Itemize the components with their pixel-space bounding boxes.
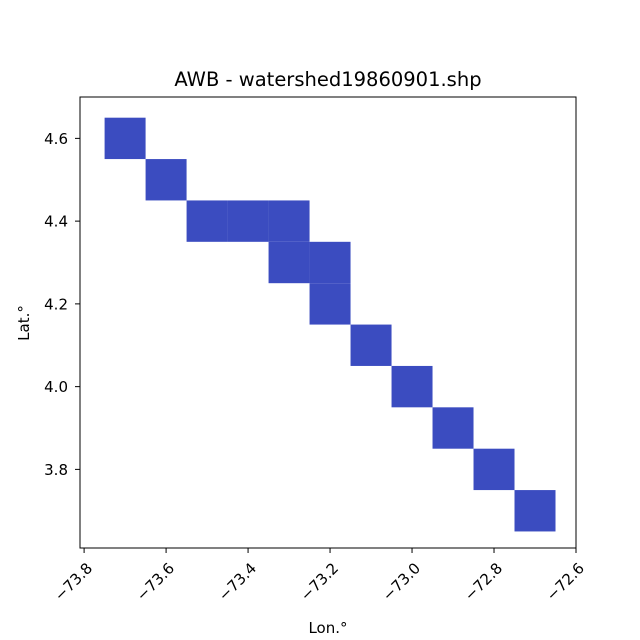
- x-axis-label: Lon.°: [308, 619, 347, 637]
- grid-cell-8: [309, 283, 351, 325]
- y-tick-label: 4.4: [44, 213, 68, 231]
- y-tick-label: 4.2: [44, 295, 68, 313]
- x-tick-label: −73.2: [297, 559, 342, 604]
- x-tick-label: −73.4: [215, 559, 260, 604]
- grid-cell-5: [268, 200, 310, 242]
- chart-title: AWB - watershed19860901.shp: [174, 68, 481, 91]
- x-tick-label: −72.6: [543, 559, 588, 604]
- grid-cell-11: [432, 407, 474, 449]
- plot-frame: [79, 96, 577, 549]
- grid-cell-10: [391, 365, 433, 408]
- grid-cell-2: [145, 159, 187, 201]
- grid-cell-9: [350, 324, 392, 366]
- y-axis-label: Lat.°: [15, 305, 33, 341]
- cell-layer: [104, 117, 556, 532]
- grid-cell-4: [227, 200, 269, 242]
- x-axis-ticks: −73.8 −73.6 −73.4 −73.2 −73.0 −72.8 −72.6: [51, 548, 588, 605]
- x-tick-label: −73.8: [51, 559, 96, 604]
- grid-cell-6: [268, 241, 310, 284]
- x-tick-label: −73.6: [133, 559, 178, 604]
- x-tick-label: −73.0: [379, 559, 424, 604]
- y-tick-label: 4.0: [44, 378, 68, 396]
- grid-cell-7: [309, 241, 351, 284]
- grid-cell-3: [186, 200, 228, 242]
- x-tick-label: −72.8: [461, 559, 506, 604]
- y-tick-label: 3.8: [44, 461, 68, 479]
- grid-cell-13: [514, 490, 556, 532]
- y-axis-ticks: 3.8 4.0 4.2 4.4 4.6: [44, 130, 80, 479]
- y-tick-label: 4.6: [44, 130, 68, 148]
- grid-cell-1: [104, 117, 146, 160]
- grid-cell-12: [473, 448, 515, 491]
